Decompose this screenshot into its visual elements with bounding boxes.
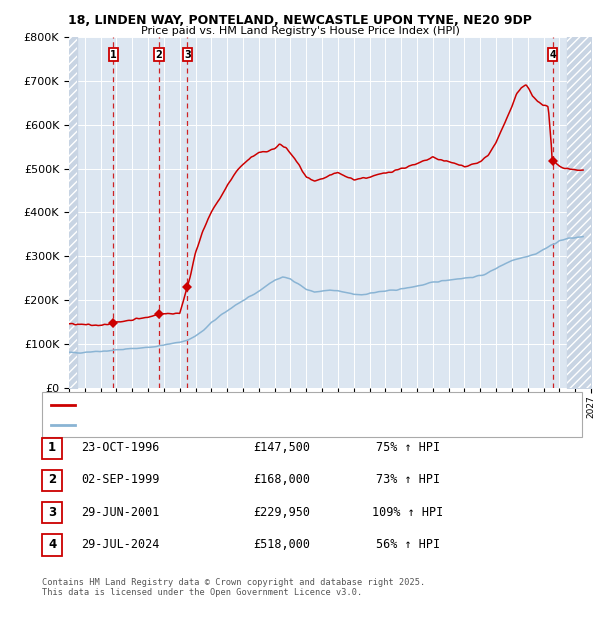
Text: 4: 4 bbox=[549, 50, 556, 60]
Text: 02-SEP-1999: 02-SEP-1999 bbox=[81, 474, 159, 486]
Text: £229,950: £229,950 bbox=[254, 506, 311, 518]
Text: 29-JUL-2024: 29-JUL-2024 bbox=[81, 538, 159, 551]
Text: 4: 4 bbox=[48, 538, 56, 551]
Text: 18, LINDEN WAY, PONTELAND, NEWCASTLE UPON TYNE, NE20 9DP: 18, LINDEN WAY, PONTELAND, NEWCASTLE UPO… bbox=[68, 14, 532, 27]
Text: Price paid vs. HM Land Registry's House Price Index (HPI): Price paid vs. HM Land Registry's House … bbox=[140, 26, 460, 36]
Text: 23-OCT-1996: 23-OCT-1996 bbox=[81, 441, 159, 454]
Text: £147,500: £147,500 bbox=[254, 441, 311, 454]
Text: 75% ↑ HPI: 75% ↑ HPI bbox=[376, 441, 440, 454]
Text: 2: 2 bbox=[155, 50, 162, 60]
Text: £168,000: £168,000 bbox=[254, 474, 311, 486]
Text: 1: 1 bbox=[48, 441, 56, 454]
Text: HPI: Average price, detached house, Northumberland: HPI: Average price, detached house, Nort… bbox=[78, 420, 340, 430]
Text: 1: 1 bbox=[110, 50, 117, 60]
Text: 2: 2 bbox=[48, 474, 56, 486]
Text: Contains HM Land Registry data © Crown copyright and database right 2025.
This d: Contains HM Land Registry data © Crown c… bbox=[42, 578, 425, 597]
Text: 56% ↑ HPI: 56% ↑ HPI bbox=[376, 538, 440, 551]
Text: 73% ↑ HPI: 73% ↑ HPI bbox=[376, 474, 440, 486]
Text: 3: 3 bbox=[184, 50, 191, 60]
Text: 29-JUN-2001: 29-JUN-2001 bbox=[81, 506, 159, 518]
Text: £518,000: £518,000 bbox=[254, 538, 311, 551]
Text: 18, LINDEN WAY, PONTELAND, NEWCASTLE UPON TYNE, NE20 9DP (detached house): 18, LINDEN WAY, PONTELAND, NEWCASTLE UPO… bbox=[78, 400, 494, 410]
Text: 3: 3 bbox=[48, 506, 56, 518]
Text: 109% ↑ HPI: 109% ↑ HPI bbox=[373, 506, 443, 518]
